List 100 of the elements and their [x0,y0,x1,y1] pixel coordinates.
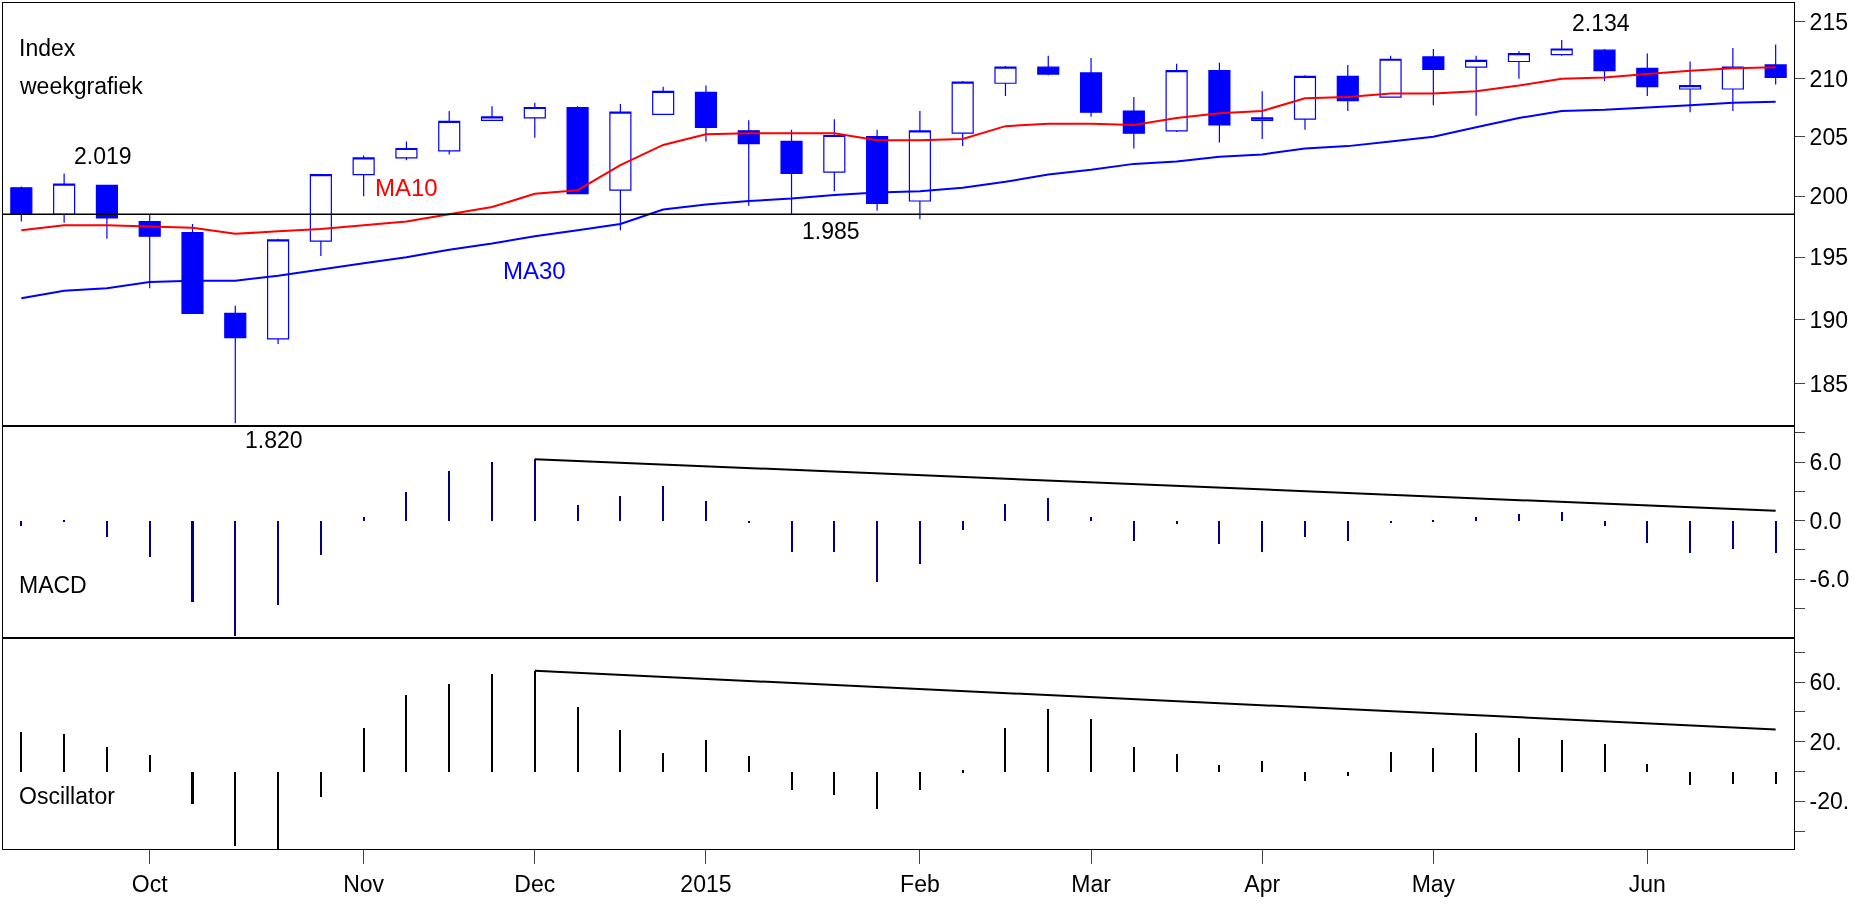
bar [1090,718,1092,772]
annotation: 2.019 [74,143,132,169]
annotation: 1.820 [245,427,303,453]
candlestick [95,184,118,240]
candlestick [694,84,718,142]
candlestick [523,102,546,139]
bar [1047,708,1049,772]
bar [1004,504,1006,521]
bar [1646,763,1648,772]
candlestick [908,110,931,220]
bar [149,754,151,772]
bar [662,752,664,772]
bar [363,517,365,521]
y-tick-label: 0.0 [1809,507,1842,534]
bar [234,521,236,636]
bar [1047,498,1049,521]
x-tick-label: May [1411,870,1456,897]
bar [405,492,407,521]
x-tick-label: Apr [1244,870,1281,897]
bar [1732,771,1734,784]
bar [919,771,921,790]
bar [1133,746,1135,772]
bar [876,771,878,809]
bar [20,521,22,526]
candlestick [1507,50,1531,80]
x-tick-label: Mar [1071,870,1112,897]
x-tick-label: 2015 [680,870,732,897]
candlestick [609,103,632,231]
candlestick [1764,43,1787,85]
bar [619,496,621,521]
bar [491,462,493,521]
bar [1218,521,1220,544]
y-tick-label: 205 [1809,123,1848,150]
annotation: 1.985 [802,218,860,244]
candlestick [652,86,675,116]
bar [320,771,322,797]
bar [1304,521,1306,537]
bar [1390,751,1392,772]
annotation: MACD [19,572,87,598]
bar [1432,747,1434,772]
y-tick-label: -6.0 [1809,566,1850,593]
bar [448,471,450,521]
y-tick-label: 215 [1809,9,1848,36]
bar [1176,521,1178,524]
x-tick-label: Feb [900,870,940,897]
bar [1176,753,1178,772]
candlestick [480,105,504,121]
bar [919,521,921,564]
candlestick [395,140,418,161]
annotation: Oscillator [19,783,116,809]
bar [1604,521,1606,526]
bar [191,771,194,804]
candlestick [566,105,589,195]
bar [277,521,279,605]
bar [1561,739,1563,772]
bar [833,521,835,552]
bar [448,683,450,772]
bar [1475,732,1477,772]
bar [106,521,108,537]
candlestick [1037,55,1060,76]
candlestick [1293,74,1317,131]
bar [63,733,65,772]
x-tick-label: Dec [514,870,556,897]
bar [1004,727,1006,772]
bar [1561,512,1563,521]
bar [619,729,621,772]
bar [363,727,365,772]
y-tick-label: 60. [1809,669,1842,696]
bar [1518,514,1520,521]
candlestick [438,110,461,155]
bar [1775,771,1777,784]
candlestick [1379,55,1402,98]
candlestick [780,129,803,215]
candlestick [10,185,33,223]
bar [1732,521,1734,549]
bar [1261,521,1263,552]
bar [1604,743,1606,772]
candlestick [1422,48,1445,106]
x-tick-label: Oct [131,870,169,897]
y-tick-label: -20. [1809,788,1850,815]
bar [234,771,236,846]
bar [705,739,707,772]
text: Index [19,35,76,61]
annotation: 2.134 [1572,10,1630,36]
bar [191,521,194,602]
candlestick [309,173,332,257]
series-label: MA10 [375,174,438,201]
y-tick-label: 20. [1809,728,1842,755]
candlestick [951,80,974,147]
bar [1518,737,1520,772]
bar [20,731,22,772]
candlestick [823,118,846,192]
candlestick [1079,57,1103,118]
y-tick-label: 6.0 [1809,449,1842,476]
candlestick [866,129,889,212]
bar [833,771,835,795]
series-label: MA30 [503,257,566,284]
candlestick [352,154,375,197]
text: weekgrafiek [19,73,144,99]
bar [577,706,579,772]
